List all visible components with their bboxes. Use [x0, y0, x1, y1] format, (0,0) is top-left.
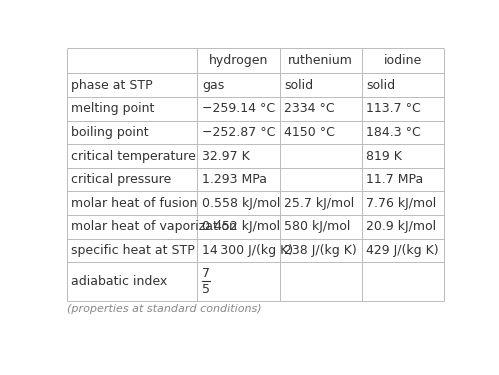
Text: specific heat at STP: specific heat at STP — [71, 244, 195, 257]
Text: 580 kJ/mol: 580 kJ/mol — [284, 220, 350, 233]
Text: (properties at standard conditions): (properties at standard conditions) — [67, 304, 261, 314]
Text: −259.14 °C: −259.14 °C — [202, 102, 275, 116]
Text: 32.97 K: 32.97 K — [202, 150, 250, 162]
Text: molar heat of fusion: molar heat of fusion — [71, 197, 197, 210]
Text: phase at STP: phase at STP — [71, 79, 153, 92]
Text: ruthenium: ruthenium — [288, 54, 353, 68]
Text: 113.7 °C: 113.7 °C — [366, 102, 421, 116]
Text: 2334 °C: 2334 °C — [284, 102, 335, 116]
Text: 11.7 MPa: 11.7 MPa — [366, 173, 424, 186]
Text: adiabatic index: adiabatic index — [71, 275, 167, 288]
Text: gas: gas — [202, 79, 224, 92]
Text: hydrogen: hydrogen — [209, 54, 268, 68]
Text: 429 J/(kg K): 429 J/(kg K) — [366, 244, 439, 257]
Text: critical pressure: critical pressure — [71, 173, 171, 186]
Text: 0.558 kJ/mol: 0.558 kJ/mol — [202, 197, 280, 210]
Text: solid: solid — [366, 79, 396, 92]
Text: melting point: melting point — [71, 102, 154, 116]
Text: critical temperature: critical temperature — [71, 150, 196, 162]
Text: 238 J/(kg K): 238 J/(kg K) — [284, 244, 357, 257]
Text: 184.3 °C: 184.3 °C — [366, 126, 421, 139]
Text: iodine: iodine — [384, 54, 422, 68]
Text: 0.452 kJ/mol: 0.452 kJ/mol — [202, 220, 280, 233]
Text: molar heat of vaporization: molar heat of vaporization — [71, 220, 237, 233]
Text: −252.87 °C: −252.87 °C — [202, 126, 275, 139]
Text: 819 K: 819 K — [366, 150, 402, 162]
Text: 14 300 J/(kg K): 14 300 J/(kg K) — [202, 244, 293, 257]
Text: 20.9 kJ/mol: 20.9 kJ/mol — [366, 220, 437, 233]
Text: solid: solid — [284, 79, 313, 92]
Text: boiling point: boiling point — [71, 126, 149, 139]
Text: 7.76 kJ/mol: 7.76 kJ/mol — [366, 197, 437, 210]
Text: 25.7 kJ/mol: 25.7 kJ/mol — [284, 197, 354, 210]
Text: 5: 5 — [202, 282, 210, 296]
Text: 1.293 MPa: 1.293 MPa — [202, 173, 267, 186]
Text: 7: 7 — [202, 267, 210, 280]
Text: 4150 °C: 4150 °C — [284, 126, 335, 139]
